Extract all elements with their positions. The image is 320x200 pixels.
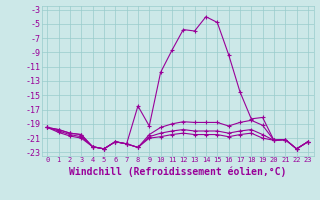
X-axis label: Windchill (Refroidissement éolien,°C): Windchill (Refroidissement éolien,°C) (69, 166, 286, 177)
